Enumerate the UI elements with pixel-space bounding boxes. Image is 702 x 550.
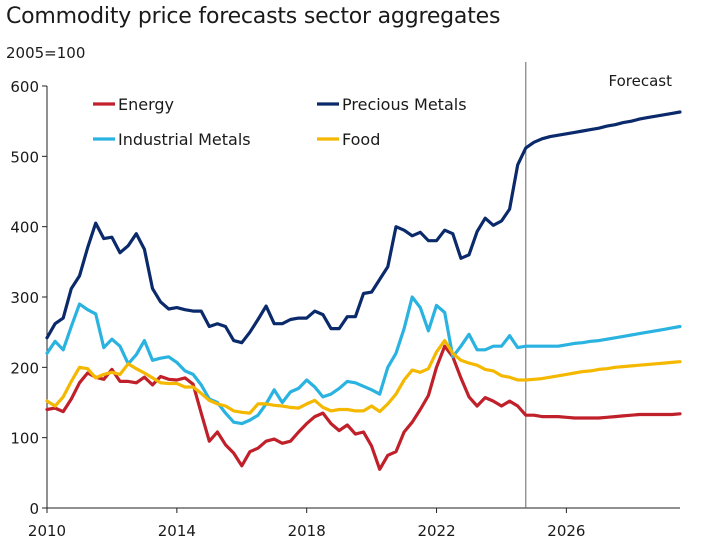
legend-label: Precious Metals [342, 95, 467, 114]
y-tick-label: 600 [10, 78, 39, 96]
x-tick-label: 2014 [158, 522, 196, 540]
x-tick-label: 2022 [417, 522, 455, 540]
y-tick-label: 0 [29, 500, 39, 518]
x-tick-label: 2010 [28, 522, 66, 540]
y-tick-label: 400 [10, 219, 39, 237]
x-tick-label: 2018 [288, 522, 326, 540]
forecast-label: Forecast [609, 72, 673, 90]
series-line-energy [45, 344, 682, 471]
unit-label: 2005=100 [6, 44, 86, 62]
chart-title: Commodity price forecasts sector aggrega… [6, 4, 501, 29]
legend-label: Food [342, 130, 380, 149]
legend-label: Energy [118, 95, 174, 114]
y-tick-label: 500 [10, 148, 39, 166]
legend-label: Industrial Metals [118, 130, 251, 149]
y-tick-label: 200 [10, 359, 39, 377]
series-line-food [45, 339, 682, 415]
series-line-precious-metals [45, 110, 682, 345]
x-tick-label: 2026 [547, 522, 585, 540]
series-line-industrial-metals [45, 295, 682, 426]
y-tick-label: 100 [10, 430, 39, 448]
y-tick-label: 300 [10, 289, 39, 307]
